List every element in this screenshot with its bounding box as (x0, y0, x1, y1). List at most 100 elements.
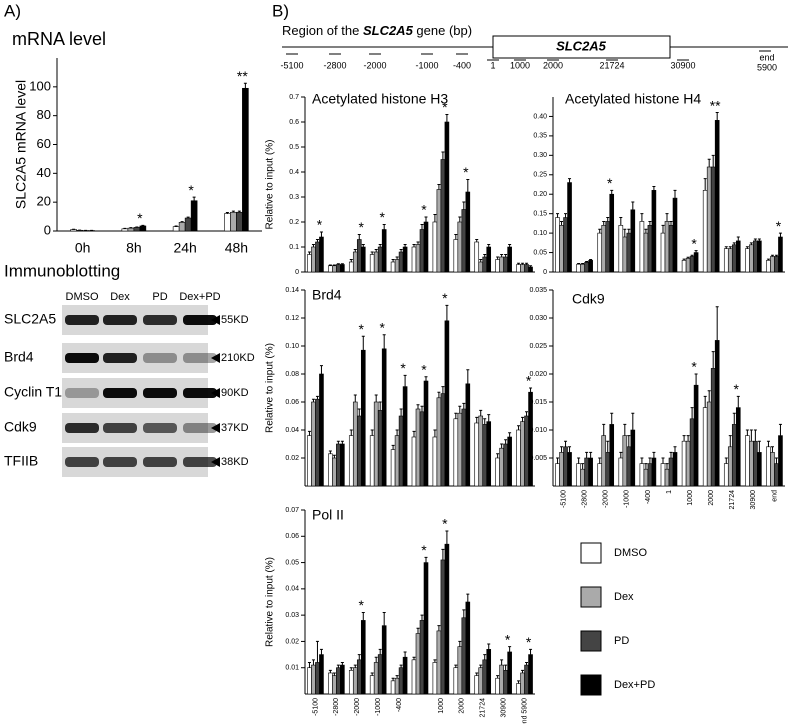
bar (419, 229, 425, 273)
y-tick-label: 0.4 (289, 169, 299, 176)
size-arrow (211, 315, 220, 325)
error-bar (749, 242, 753, 245)
error-bar (753, 238, 757, 241)
error-bar (424, 556, 428, 563)
error-bar (521, 669, 525, 673)
error-bar (711, 351, 715, 369)
blot-band (143, 353, 177, 363)
bar (348, 670, 354, 695)
error-bar (694, 250, 698, 253)
error-bar (508, 646, 512, 652)
lane-label: PD (152, 291, 167, 303)
bar (503, 256, 508, 273)
bar (242, 87, 249, 232)
bar (714, 120, 720, 273)
bar (672, 197, 678, 273)
error-bar (462, 402, 466, 409)
bar (584, 261, 589, 273)
bar (398, 415, 404, 487)
error-bar (728, 246, 732, 249)
error-bar (749, 429, 753, 442)
y-tick-label: 100 (29, 78, 51, 93)
error-bar (673, 189, 677, 199)
significance: * (359, 321, 365, 337)
region-label: -1000 (415, 60, 438, 70)
y-tick-label: 0.030 (529, 315, 547, 322)
error-bar (504, 254, 508, 257)
error-bar (682, 435, 686, 442)
error-bar (487, 643, 491, 650)
bar (482, 424, 488, 487)
error-bar (619, 217, 623, 226)
bar (236, 211, 243, 232)
y-tick-label: 0.02 (285, 638, 299, 645)
significance: * (463, 164, 469, 180)
bar (474, 675, 480, 695)
error-bar (602, 220, 606, 226)
bar (172, 226, 180, 232)
error-bar (766, 440, 770, 447)
x-tick-label: 48h (225, 240, 248, 256)
error-bar (403, 244, 407, 247)
bar (360, 349, 366, 487)
bar (609, 424, 615, 487)
error-bar (745, 429, 749, 436)
error-bar (416, 404, 420, 409)
error-bar (598, 457, 602, 464)
bar (352, 251, 358, 273)
bar (753, 240, 758, 273)
x-tick-label: 1000 (438, 698, 445, 714)
bar (516, 429, 521, 487)
bar (478, 415, 484, 487)
bar (766, 260, 771, 273)
bar (377, 246, 383, 273)
bar (453, 418, 459, 487)
y-tick-label: 0.2 (289, 219, 299, 226)
bar (664, 221, 670, 273)
x-tick-label: 21724 (480, 698, 487, 718)
bar (461, 617, 467, 695)
panel-label: B) (272, 1, 289, 20)
bar (626, 446, 632, 487)
error-bar (307, 430, 311, 436)
bar (348, 435, 354, 487)
blot-band (65, 388, 99, 398)
error-bar (315, 239, 319, 242)
bar (369, 675, 375, 695)
bar (681, 260, 687, 273)
bar (605, 452, 611, 487)
blot-band (143, 315, 177, 325)
bar (647, 225, 653, 273)
blot-band (183, 457, 217, 467)
blot-band (183, 315, 217, 325)
y-tick-label: 0.025 (529, 343, 547, 350)
blot-row-label: Cdk9 (4, 419, 37, 435)
bar (597, 232, 603, 273)
legend-label: Dex+PD (614, 679, 655, 691)
x-tick-label: -2800 (581, 490, 588, 508)
bar (482, 659, 488, 695)
error-bar (454, 412, 458, 419)
error-bar (186, 216, 190, 219)
y-tick-label: 0.005 (529, 455, 547, 462)
error-bar (585, 451, 589, 458)
bar (360, 620, 366, 695)
legend-label: DMSO (614, 547, 647, 559)
bar (307, 435, 312, 487)
size-label: 37KD (221, 422, 249, 434)
bar (685, 440, 691, 487)
error-bar (441, 151, 445, 160)
chart-title: Pol II (312, 507, 344, 523)
error-bar (374, 249, 378, 252)
x-tick-label: -5100 (312, 698, 319, 716)
significance: * (400, 360, 406, 376)
error-bar (686, 435, 690, 442)
bar (461, 209, 467, 273)
bar (474, 422, 480, 487)
error-bar (336, 263, 340, 265)
bar (307, 254, 312, 273)
bar (774, 256, 779, 273)
bar (778, 236, 783, 273)
error-bar (454, 234, 458, 240)
x-tick-label: 0h (75, 240, 91, 256)
